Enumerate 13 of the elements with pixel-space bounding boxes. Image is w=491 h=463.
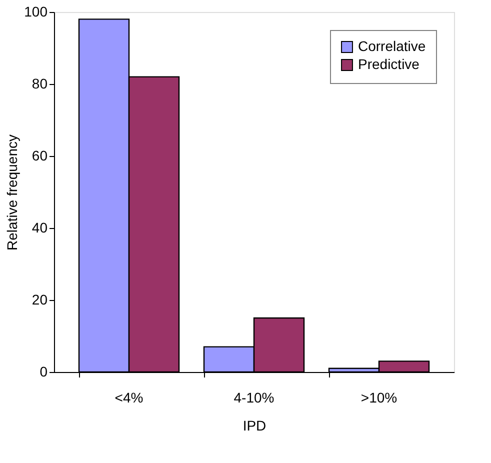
x-tick-label: >10% — [360, 390, 398, 406]
x-tick-label: <4% — [114, 390, 144, 406]
y-tick-label: 0 — [40, 364, 48, 380]
y-tick-label: 80 — [32, 76, 48, 92]
legend-label: Correlative — [358, 38, 426, 54]
legend-label: Predictive — [358, 56, 420, 72]
y-tick-label: 40 — [32, 220, 48, 236]
x-axis-title: IPD — [242, 418, 266, 434]
y-tick-label: 60 — [32, 148, 48, 164]
y-tick-label: 100 — [24, 4, 48, 20]
y-tick-label: 20 — [32, 292, 48, 308]
x-tick-label: 4-10% — [234, 390, 274, 406]
y-axis-title: Relative frequency — [4, 134, 20, 250]
